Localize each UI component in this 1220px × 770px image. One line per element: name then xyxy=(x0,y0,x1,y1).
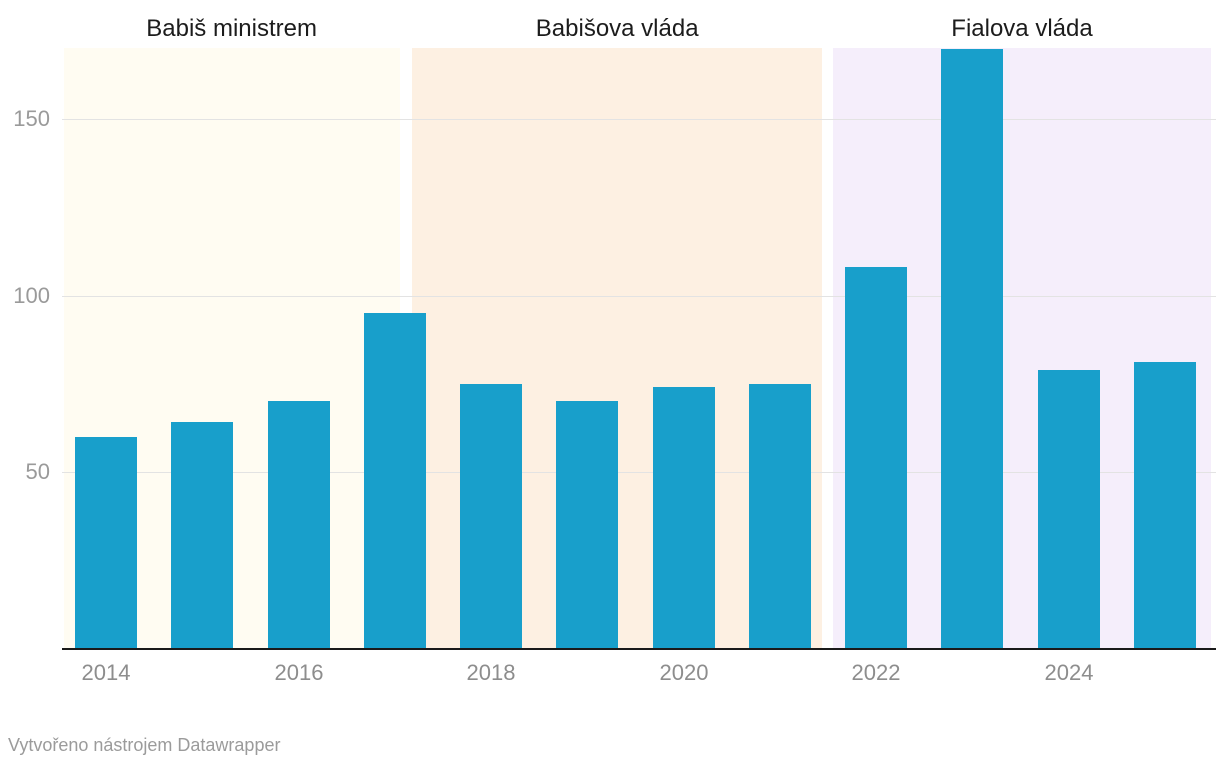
x-axis-tick-label: 2024 xyxy=(1044,660,1094,685)
period-band-label-1: Babiš ministrem xyxy=(146,15,317,42)
bar-2018[interactable] xyxy=(460,383,522,648)
bar-2025[interactable] xyxy=(1134,362,1196,648)
y-axis-tick-label: 150 xyxy=(13,106,50,131)
bar-2014[interactable] xyxy=(75,436,137,648)
y-axis-tick-label: 100 xyxy=(13,283,50,308)
gridline-150 xyxy=(62,119,1216,120)
bar-2019[interactable] xyxy=(556,401,618,648)
bar-2017[interactable] xyxy=(364,313,426,648)
x-axis-tick-label: 2014 xyxy=(81,660,131,685)
bar-2021[interactable] xyxy=(749,383,811,648)
bar-2020[interactable] xyxy=(653,387,715,648)
bar-2015[interactable] xyxy=(171,422,233,648)
y-axis-tick-label: 50 xyxy=(25,459,50,484)
x-axis-tick-label: 2020 xyxy=(659,660,709,685)
bar-2022[interactable] xyxy=(845,267,907,648)
datawrapper-attribution-link[interactable]: Vytvořeno nástrojem Datawrapper xyxy=(8,735,281,755)
bar-2016[interactable] xyxy=(268,401,330,648)
period-band-label-2: Babišova vláda xyxy=(535,15,699,42)
gridline-100 xyxy=(62,296,1216,297)
gridline-50 xyxy=(62,472,1216,473)
period-band-label-3: Fialova vláda xyxy=(951,15,1093,42)
x-axis-tick-label: 2022 xyxy=(851,660,901,685)
bar-2024[interactable] xyxy=(1038,369,1100,648)
x-axis-tick-label: 2016 xyxy=(274,660,324,685)
bar-2023[interactable] xyxy=(941,48,1003,648)
x-axis-line xyxy=(62,648,1216,650)
x-axis-tick-label: 2018 xyxy=(466,660,516,685)
